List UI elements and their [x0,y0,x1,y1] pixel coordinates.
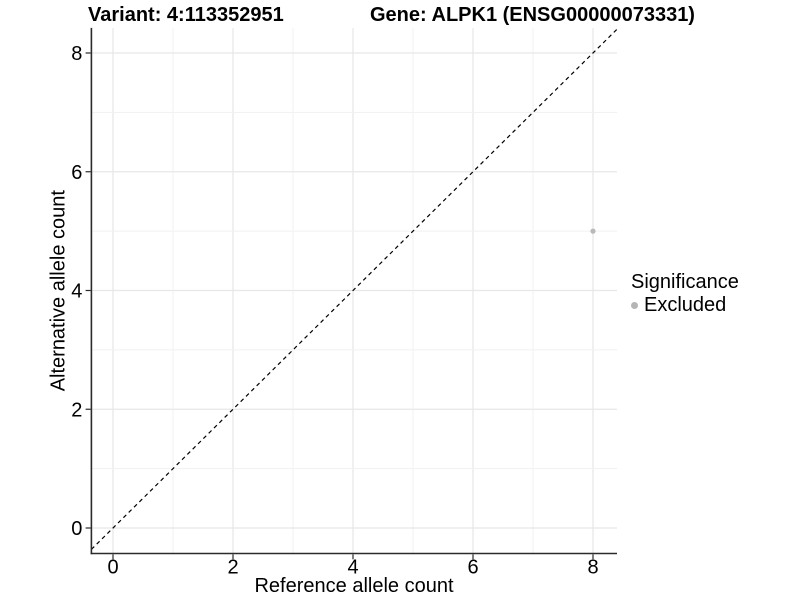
legend-item-label: Excluded [644,294,727,316]
gridlines [91,28,617,554]
x-tick-label: 2 [227,557,238,579]
x-tick-label: 8 [587,557,598,579]
x-tick-label: 0 [107,557,118,579]
y-tick-label: 8 [71,43,82,65]
x-axis-title: Reference allele count [254,575,453,597]
legend-title: Significance [631,271,739,293]
axis-ticks: 0 2 4 6 8 0 2 4 6 8 [71,43,598,579]
identity-line [90,28,618,550]
identity-line-layer [90,28,618,550]
y-axis-title: Alternative allele count [48,190,70,392]
y-tick-label: 4 [71,281,82,303]
title-gene: Gene: ALPK1 (ENSG00000073331) [370,4,695,26]
x-tick-label: 6 [467,557,478,579]
legend: Significance Excluded [631,271,739,316]
y-tick-label: 6 [71,162,82,184]
x-tick-label: 4 [347,557,358,579]
title-variant: Variant: 4:113352951 [88,4,284,26]
legend-item-excluded: Excluded [631,294,739,316]
excluded-point-icon [631,301,638,309]
data-point [590,228,596,234]
y-tick-label: 2 [71,399,82,421]
y-tick-label: 0 [71,518,82,540]
data-points-layer [590,228,596,234]
